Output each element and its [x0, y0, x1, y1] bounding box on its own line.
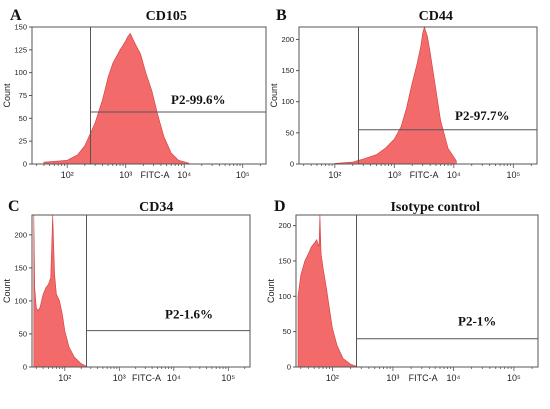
chart-b-x-tick-label: 10² — [328, 170, 341, 180]
chart-b-y-tick-label: 0 — [290, 160, 294, 169]
chart-b-x-tick-label: 10⁴ — [447, 170, 461, 180]
chart-b-gate-label: P2-97.7% — [455, 108, 510, 123]
chart-d-y-tick-label: 0 — [287, 363, 291, 372]
chart-a-y-tick-label: 75 — [19, 91, 27, 100]
chart-b-histogram — [334, 25, 457, 165]
chart-a-x-tick-label: 10³ — [119, 170, 132, 180]
chart-a-gate-label: P2-99.6% — [171, 92, 226, 107]
chart-d-x-tick-label: 10³ — [386, 373, 399, 383]
chart-d-x-tick-label: 10² — [326, 373, 339, 383]
chart-d-x-axis-label: FITC-A — [409, 373, 438, 383]
chart-a-y-tick-label: 25 — [19, 137, 27, 146]
chart-b-panel-letter: B — [276, 7, 287, 24]
chart-c-title: CD34 — [139, 200, 173, 215]
chart-d-panel: P2-1% D Isotype control 0 50 100 150 200 10² 10³ 1… — [266, 198, 539, 383]
chart-c-histogram — [33, 214, 87, 368]
chart-a-x-tick-label: 10⁴ — [177, 170, 191, 180]
chart-a-x-tick-label: 10² — [61, 170, 74, 180]
chart-c-x-tick-label: 10³ — [113, 373, 126, 383]
chart-b-panel: P2-97.7% B CD44 0 50 100 150 200 10² 10³ 10⁴ 10⁵ FIT… — [269, 7, 538, 180]
chart-c-y-tick-label: 150 — [14, 263, 27, 272]
chart-c-x-tick-label: 10⁴ — [167, 373, 181, 383]
chart-b-plot-frame — [298, 26, 538, 165]
chart-a-title: CD105 — [146, 9, 187, 24]
chart-c-gate-label: P2-1.6% — [165, 307, 213, 322]
chart-d-y-tick-label: 200 — [278, 221, 291, 230]
chart-c-y-tick-label: 200 — [14, 230, 27, 239]
chart-d-y-axis-label: Count — [266, 279, 276, 304]
chart-c-panel-letter: C — [8, 198, 20, 215]
chart-b-x-axis-label: FITC-A — [410, 170, 439, 180]
chart-b-y-tick-label: 200 — [281, 35, 294, 44]
chart-d-y-tick-label: 50 — [283, 327, 291, 336]
chart-c-y-tick-label: 0 — [23, 363, 27, 372]
chart-d-y-tick-label: 150 — [278, 256, 291, 265]
chart-c-y-axis-label: Count — [2, 279, 12, 304]
chart-c-x-tick-label: 10² — [58, 373, 71, 383]
chart-d-y-tick-label: 100 — [278, 292, 291, 301]
chart-c-plot-frame — [31, 214, 251, 368]
chart-d-x-tick-label: 10⁴ — [446, 373, 460, 383]
chart-a-histogram — [43, 32, 190, 165]
chart-a-y-tick-label: 125 — [14, 45, 27, 54]
chart-d-title: Isotype control — [390, 200, 480, 215]
chart-b-y-axis-label: Count — [269, 83, 279, 108]
chart-a-y-tick-label: 100 — [14, 68, 27, 77]
chart-b-y-tick-label: 150 — [281, 66, 294, 75]
chart-d-panel-letter: D — [274, 198, 286, 215]
chart-c-x-axis-label: FITC-A — [132, 373, 161, 383]
chart-a-panel-letter: A — [10, 7, 22, 24]
chart-a-y-tick-label: 0 — [23, 160, 27, 169]
chart-d-histogram — [297, 214, 357, 368]
chart-a-x-tick-label: 10⁵ — [236, 170, 250, 180]
chart-d-plot-frame — [295, 214, 539, 368]
chart-c-panel: P2-1.6% C CD34 0 50 100 150 200 10² 10³ 10⁴ 10⁵ FITC… — [2, 198, 251, 383]
chart-b-x-tick-label: 10³ — [388, 170, 401, 180]
chart-d-gate-label: P2-1% — [458, 314, 496, 329]
chart-c-y-tick-label: 100 — [14, 296, 27, 305]
chart-b-y-tick-label: 50 — [286, 128, 294, 137]
chart-b-x-tick-label: 10⁵ — [506, 170, 520, 180]
chart-d-x-tick-label: 10⁵ — [507, 373, 521, 383]
chart-a-y-tick-label: 50 — [19, 114, 27, 123]
chart-a-y-axis-label: Count — [2, 83, 12, 108]
chart-c-y-tick-label: 50 — [19, 329, 27, 338]
chart-a-y-tick-label: 150 — [14, 23, 27, 32]
chart-b-title: CD44 — [419, 9, 453, 24]
chart-b-y-tick-label: 100 — [281, 97, 294, 106]
chart-a-x-axis-label: FITC-A — [140, 170, 169, 180]
chart-c-x-tick-label: 10⁵ — [221, 373, 235, 383]
chart-a-panel: P2-99.6% A CD105 0 25 50 75 100 125 150 10² 10³ 10⁴ 1… — [2, 7, 267, 180]
